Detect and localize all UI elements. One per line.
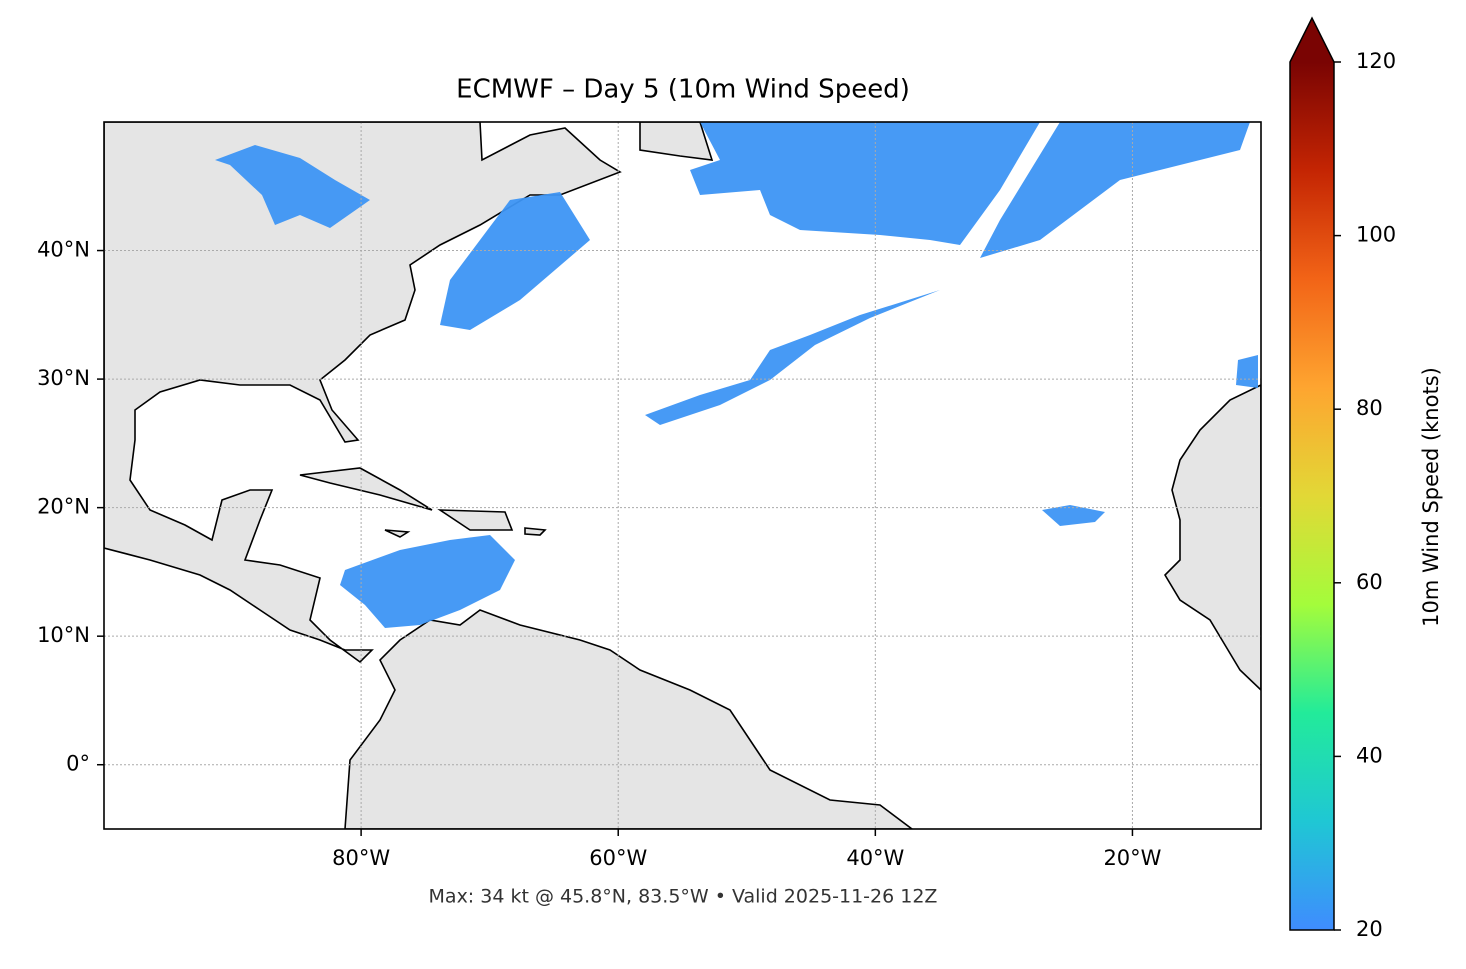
wind-area (690, 122, 1040, 245)
puerto-rico (524, 527, 547, 536)
map-title: ECMWF – Day 5 (10m Wind Speed) (456, 75, 910, 105)
y-tick-label: 30°N (37, 366, 90, 390)
map-area (104, 122, 1261, 829)
colorbar-extend (1290, 18, 1334, 62)
map-frame (103, 121, 1262, 830)
colorbar-tick-label: 80 (1356, 396, 1383, 420)
colorbar-bar (1290, 62, 1334, 930)
wind-area (340, 535, 515, 628)
x-tick-label: 20°W (1103, 846, 1161, 870)
colorbar-frame (1289, 16, 1335, 931)
y-tick-label: 20°N (37, 495, 90, 519)
africa (1163, 384, 1261, 692)
wind-area (215, 145, 370, 228)
wind-area (1236, 355, 1258, 388)
y-tick-label: 40°N (37, 238, 90, 262)
colorbar-tick-label: 40 (1356, 743, 1383, 767)
map-footer: Max: 34 kt @ 45.8°N, 83.5°W • Valid 2025… (429, 886, 938, 908)
colorbar: 20 40 60 80 100 120 (1289, 16, 1396, 941)
wind-area (1042, 505, 1105, 526)
x-tick-label: 60°W (589, 846, 647, 870)
grid (97, 122, 1261, 836)
newfoundland (639, 122, 714, 161)
colorbar-tick-label: 60 (1356, 570, 1383, 594)
wind-area (645, 290, 940, 425)
south-america (344, 609, 914, 829)
x-tick-label: 80°W (332, 846, 390, 870)
wind-area (440, 192, 590, 330)
cuba (299, 467, 433, 511)
colorbar-tick-label: 120 (1356, 49, 1396, 73)
hispaniola (437, 509, 514, 531)
colorbar-tick-label: 20 (1356, 917, 1383, 941)
jamaica (384, 529, 411, 538)
wind-area (980, 122, 1250, 258)
y-tick-label: 0° (66, 752, 90, 776)
colorbar-tick-label: 100 (1356, 223, 1396, 247)
colorbar-label: 10m Wind Speed (knots) (1419, 367, 1443, 627)
y-tick-label: 10°N (37, 623, 90, 647)
x-tick-label: 40°W (846, 846, 904, 870)
